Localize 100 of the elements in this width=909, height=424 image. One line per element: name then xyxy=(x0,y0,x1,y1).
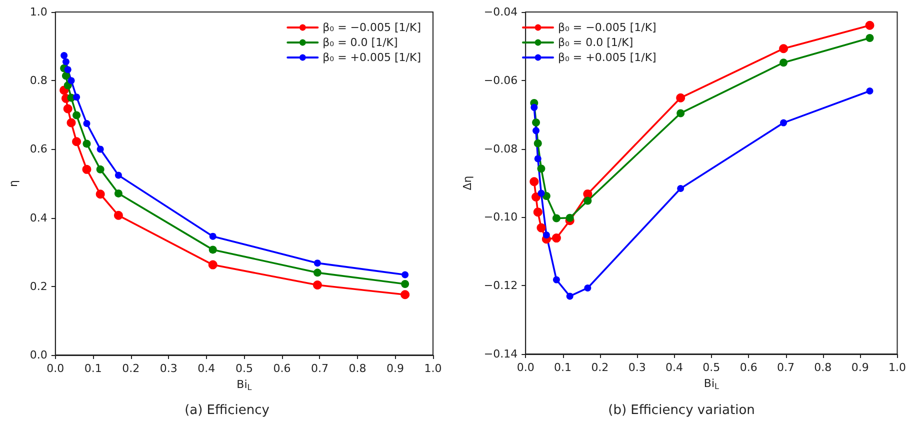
y-tick-label: −0.06 xyxy=(484,74,518,87)
point xyxy=(64,66,72,74)
point xyxy=(780,119,788,126)
point xyxy=(62,72,70,80)
point xyxy=(68,77,75,84)
point xyxy=(676,109,685,118)
point xyxy=(530,177,539,186)
x-tick-label: 0.0 xyxy=(46,362,64,375)
point xyxy=(584,284,592,292)
point xyxy=(314,260,321,267)
point xyxy=(538,190,545,197)
point xyxy=(72,111,81,120)
point xyxy=(401,280,410,288)
point xyxy=(62,58,70,66)
point xyxy=(82,140,91,148)
point xyxy=(779,44,788,54)
point xyxy=(552,234,561,243)
point xyxy=(536,223,546,232)
legend-label: β₀ = −0.005 [1/K] xyxy=(322,21,422,34)
y-tick-label: −0.08 xyxy=(484,142,518,156)
y-tick-label: −0.12 xyxy=(484,279,518,292)
point xyxy=(402,271,409,278)
point xyxy=(534,155,542,162)
point xyxy=(64,81,72,90)
point xyxy=(209,232,216,240)
y-axis-title: Δη xyxy=(461,176,474,190)
point xyxy=(114,172,122,179)
x-tick-label: 0.4 xyxy=(198,362,216,375)
y-tick-label: −0.10 xyxy=(484,210,518,224)
point xyxy=(66,118,76,128)
y-tick-label: −0.14 xyxy=(484,348,518,360)
point xyxy=(566,214,574,222)
x-tick-label: 0.6 xyxy=(273,362,291,375)
point xyxy=(532,192,541,202)
x-tick-label: 0.2 xyxy=(591,361,609,374)
y-axis-title: η xyxy=(7,180,20,187)
x-tick-label: 1.0 xyxy=(424,362,442,375)
text: (a) Efficiency xyxy=(184,403,270,418)
x-tick-label: 0.3 xyxy=(628,361,646,374)
point xyxy=(552,214,560,222)
x-tick-label: 0.5 xyxy=(235,362,253,375)
x-tick-label: 0.4 xyxy=(666,361,684,374)
point xyxy=(73,94,80,101)
point xyxy=(82,164,92,174)
point xyxy=(60,52,68,60)
x-tick-label: 0.7 xyxy=(310,362,328,375)
point xyxy=(583,189,592,198)
x-tick-label: 0.2 xyxy=(122,362,140,375)
point xyxy=(552,276,560,284)
y-tick-label: 0.4 xyxy=(30,211,48,224)
point xyxy=(530,104,538,111)
point xyxy=(676,93,686,102)
x-tick-label: 0.7 xyxy=(777,361,795,374)
y-tick-label: 0.8 xyxy=(30,74,48,88)
point xyxy=(537,164,546,173)
point xyxy=(114,210,123,220)
x-tick-label: 0.1 xyxy=(84,362,102,375)
point xyxy=(584,196,592,205)
point xyxy=(83,120,90,127)
x-tick-label: 0.0 xyxy=(516,361,534,374)
point xyxy=(534,139,542,148)
x-tick-label: 0.1 xyxy=(554,361,572,374)
point xyxy=(312,280,322,290)
point xyxy=(566,292,574,300)
x-tick-label: 0.8 xyxy=(814,361,832,374)
point xyxy=(208,246,217,254)
point xyxy=(400,290,410,300)
x-tick-label: 0.9 xyxy=(851,361,869,374)
y-tick-label: −0.04 xyxy=(484,6,518,18)
point xyxy=(865,20,874,30)
point xyxy=(532,118,540,126)
x-tick-label: 0.8 xyxy=(348,362,366,375)
text: (b) Efficiency variation xyxy=(608,403,755,418)
legend-label: β₀ = 0.0 [1/K] xyxy=(322,36,398,49)
x-tick-label: 0.3 xyxy=(160,362,178,375)
point xyxy=(63,104,72,114)
point xyxy=(866,34,874,42)
legend-label: β₀ = +0.005 [1/K] xyxy=(558,51,656,64)
legend-label: β₀ = +0.005 [1/K] xyxy=(322,51,422,64)
legend-label: β₀ = 0.0 [1/K] xyxy=(558,36,634,49)
point xyxy=(114,189,122,198)
legend-label: β₀ = −0.005 [1/K] xyxy=(558,21,656,34)
point xyxy=(677,184,684,192)
y-tick-label: 1.0 xyxy=(30,6,48,18)
x-tick-label: 1.0 xyxy=(888,361,906,374)
point xyxy=(96,190,105,199)
x-tick-label: 0.6 xyxy=(740,361,758,374)
point xyxy=(542,231,550,238)
x-tick-label: 0.9 xyxy=(386,362,404,375)
point xyxy=(866,88,874,94)
point xyxy=(72,137,82,146)
x-tick-label: 0.5 xyxy=(702,361,720,374)
point xyxy=(533,208,542,217)
y-tick-label: 0.0 xyxy=(30,348,48,362)
point xyxy=(542,192,550,200)
point xyxy=(532,127,540,134)
point xyxy=(96,146,104,153)
point xyxy=(208,260,218,270)
point xyxy=(96,165,104,174)
point xyxy=(780,58,788,67)
